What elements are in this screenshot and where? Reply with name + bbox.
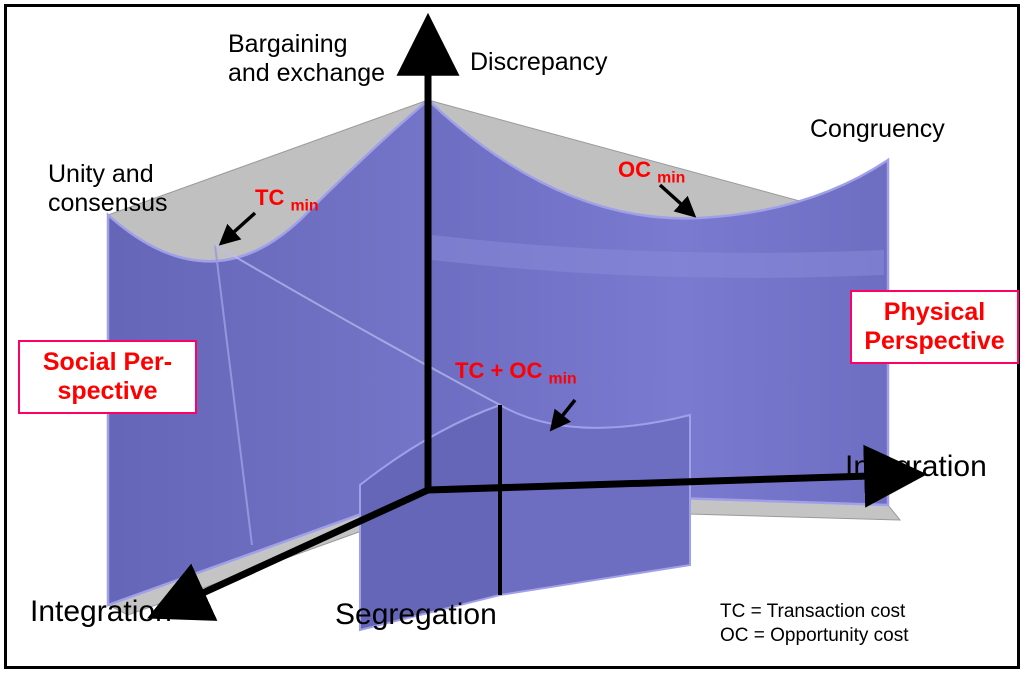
label-discrepancy: Discrepancy (470, 48, 608, 77)
label-integration-left: Integration (30, 595, 172, 630)
box-social-perspective: Social Per- spective (18, 340, 197, 414)
label-tc-min: TC min (255, 185, 319, 216)
label-segregation: Segregation (335, 598, 497, 633)
label-tcoc-min: TC + OC min (455, 358, 577, 389)
label-bargaining: Bargaining and exchange (228, 30, 385, 88)
label-congruency: Congruency (810, 115, 945, 144)
legend: TC = Transaction cost OC = Opportunity c… (720, 600, 909, 648)
label-integration-right: Integration (845, 450, 987, 485)
front-fold-right (500, 405, 690, 595)
legend-line-2: OC = Opportunity cost (720, 624, 909, 648)
label-unity: Unity and consensus (48, 160, 168, 218)
legend-line-1: TC = Transaction cost (720, 600, 909, 624)
label-oc-min: OC min (618, 157, 685, 188)
box-physical-perspective: Physical Perspective (850, 290, 1019, 364)
